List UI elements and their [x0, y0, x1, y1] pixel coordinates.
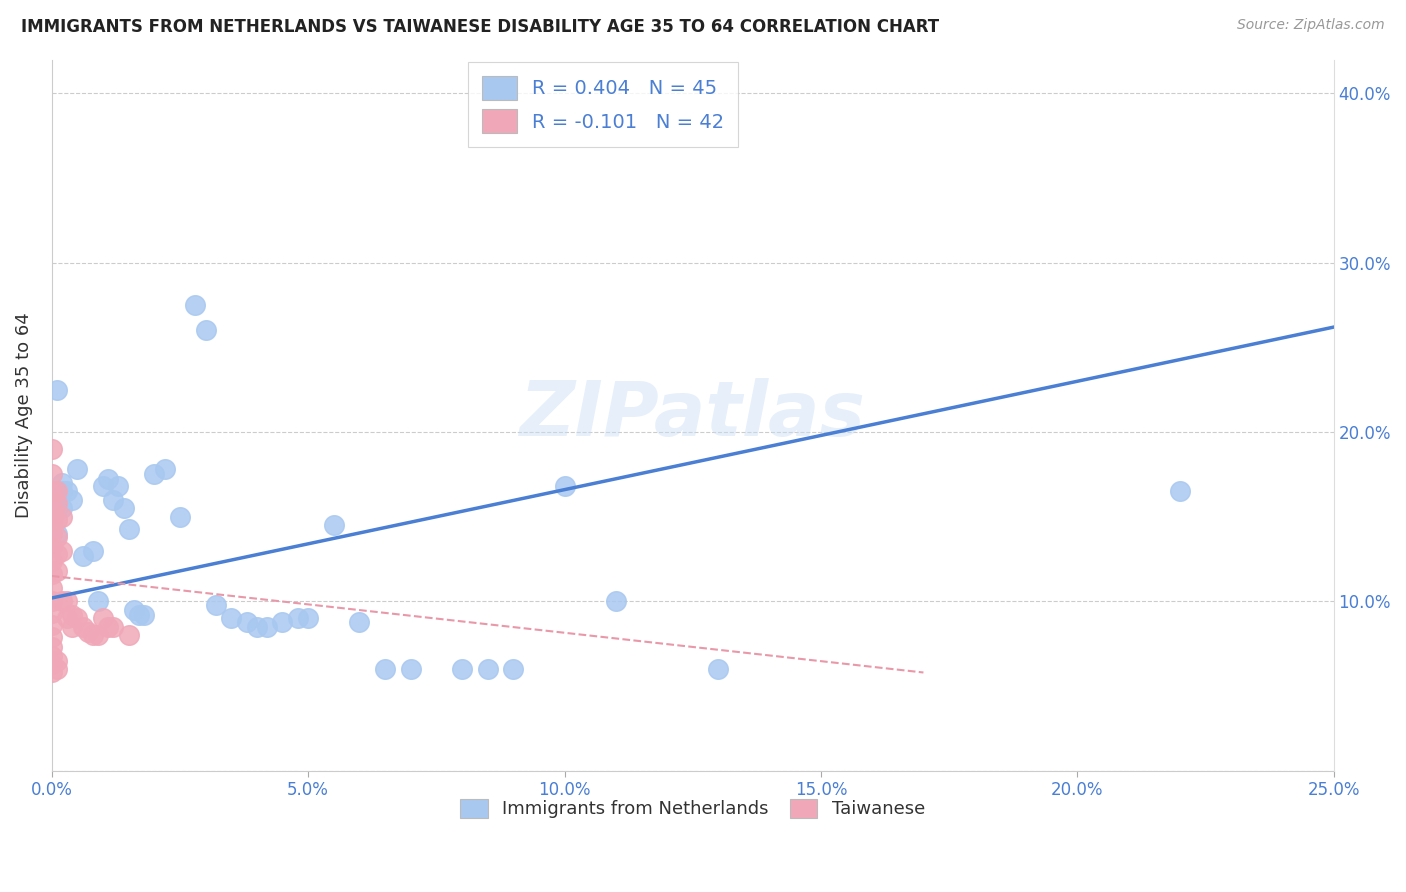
Point	[194, 324, 217, 338]
Point	[707, 662, 730, 676]
Point	[399, 662, 422, 676]
Point	[87, 628, 110, 642]
Text: ZIPatlas: ZIPatlas	[520, 378, 866, 452]
Point	[51, 501, 73, 516]
Point	[605, 594, 627, 608]
Point	[477, 662, 499, 676]
Point	[41, 442, 63, 456]
Point	[45, 530, 67, 544]
Point	[72, 620, 94, 634]
Point	[66, 611, 89, 625]
Point	[41, 594, 63, 608]
Point	[184, 298, 207, 312]
Point	[235, 615, 257, 629]
Point	[41, 540, 63, 554]
Point	[41, 554, 63, 568]
Point	[45, 662, 67, 676]
Point	[41, 657, 63, 671]
Point	[60, 620, 83, 634]
Point	[51, 594, 73, 608]
Text: IMMIGRANTS FROM NETHERLANDS VS TAIWANESE DISABILITY AGE 35 TO 64 CORRELATION CHA: IMMIGRANTS FROM NETHERLANDS VS TAIWANESE…	[21, 18, 939, 36]
Point	[45, 564, 67, 578]
Point	[87, 594, 110, 608]
Point	[553, 479, 575, 493]
Point	[374, 662, 396, 676]
Point	[205, 598, 228, 612]
Point	[45, 501, 67, 516]
Point	[82, 543, 104, 558]
Point	[51, 543, 73, 558]
Point	[1168, 484, 1191, 499]
Point	[103, 492, 125, 507]
Point	[128, 607, 150, 622]
Point	[60, 607, 83, 622]
Point	[45, 654, 67, 668]
Y-axis label: Disability Age 35 to 64: Disability Age 35 to 64	[15, 312, 32, 518]
Point	[41, 526, 63, 541]
Point	[60, 492, 83, 507]
Point	[56, 484, 79, 499]
Point	[45, 547, 67, 561]
Point	[91, 611, 114, 625]
Point	[41, 501, 63, 516]
Point	[349, 615, 371, 629]
Point	[97, 473, 120, 487]
Point	[118, 522, 141, 536]
Point	[41, 606, 63, 620]
Point	[45, 526, 67, 541]
Point	[287, 611, 309, 625]
Point	[41, 648, 63, 663]
Point	[132, 607, 155, 622]
Point	[51, 475, 73, 490]
Point	[82, 628, 104, 642]
Point	[56, 594, 79, 608]
Point	[51, 484, 73, 499]
Point	[91, 479, 114, 493]
Point	[66, 462, 89, 476]
Point	[56, 611, 79, 625]
Point	[76, 624, 98, 639]
Point	[153, 462, 176, 476]
Point	[41, 513, 63, 527]
Point	[97, 620, 120, 634]
Point	[118, 628, 141, 642]
Point	[41, 567, 63, 582]
Point	[169, 509, 191, 524]
Point	[219, 611, 242, 625]
Point	[297, 611, 319, 625]
Point	[41, 618, 63, 632]
Point	[45, 383, 67, 397]
Point	[51, 509, 73, 524]
Point	[41, 467, 63, 482]
Legend: Immigrants from Netherlands, Taiwanese: Immigrants from Netherlands, Taiwanese	[453, 792, 932, 826]
Point	[72, 549, 94, 563]
Point	[41, 484, 63, 499]
Point	[143, 467, 166, 482]
Point	[103, 620, 125, 634]
Point	[45, 513, 67, 527]
Point	[246, 620, 269, 634]
Point	[112, 501, 135, 516]
Point	[45, 484, 67, 499]
Point	[271, 615, 294, 629]
Point	[41, 640, 63, 654]
Point	[41, 630, 63, 644]
Text: Source: ZipAtlas.com: Source: ZipAtlas.com	[1237, 18, 1385, 32]
Point	[107, 479, 129, 493]
Point	[451, 662, 474, 676]
Point	[41, 665, 63, 680]
Point	[256, 620, 278, 634]
Point	[45, 496, 67, 510]
Point	[322, 518, 344, 533]
Point	[122, 603, 145, 617]
Point	[502, 662, 524, 676]
Point	[41, 581, 63, 595]
